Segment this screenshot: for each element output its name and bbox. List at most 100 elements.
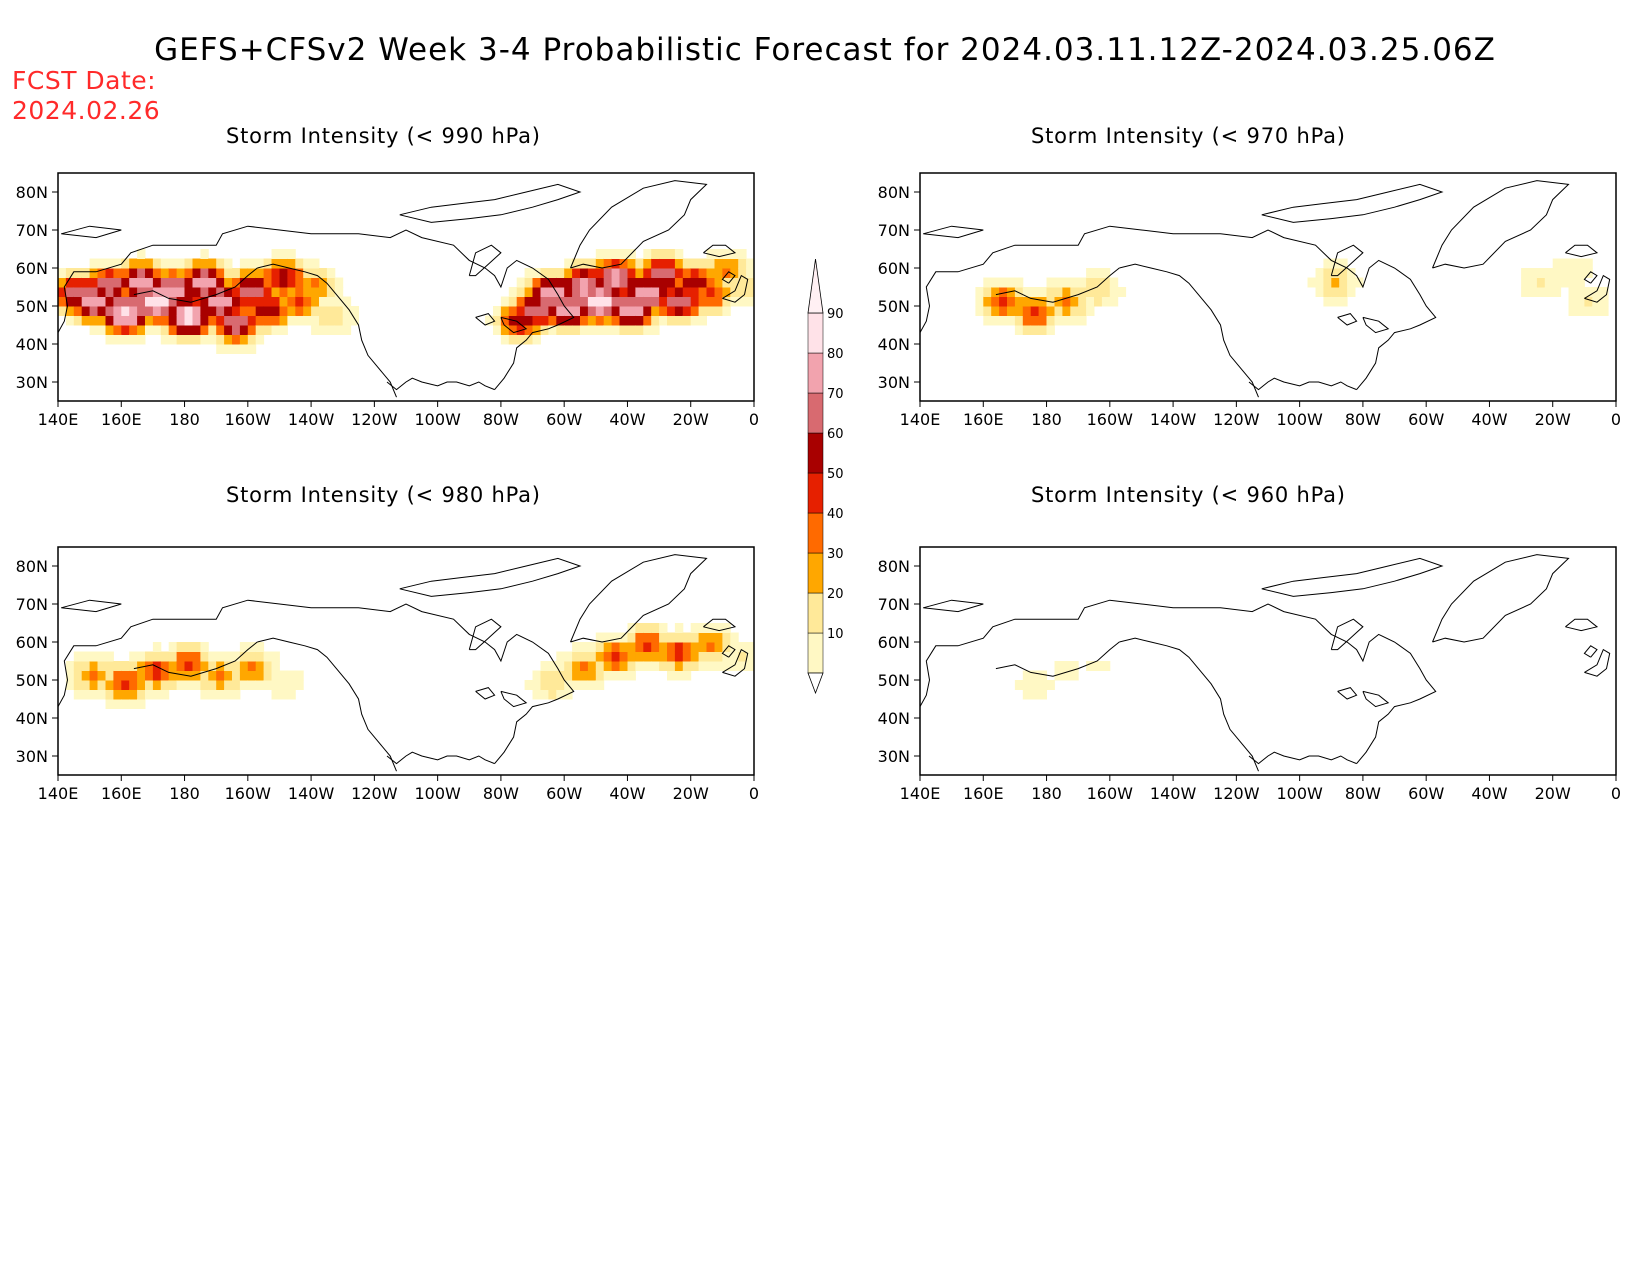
panel-title-960: Storm Intensity (< 960 hPa) xyxy=(1031,483,1346,507)
lon-tick-label: 80W xyxy=(483,410,519,429)
lon-tick-label: 180 xyxy=(169,410,200,429)
probability-shading xyxy=(65,623,754,709)
lon-tick-label: 120W xyxy=(1213,410,1260,429)
map-frame xyxy=(919,546,1617,776)
lon-tick-label: 140E xyxy=(38,410,79,429)
lon-tick-label: 80W xyxy=(1345,410,1381,429)
forecast-date-block: FCST Date: 2024.02.26 xyxy=(12,66,160,126)
lon-tick-label: 0 xyxy=(749,410,759,429)
lon-tick-label: 60W xyxy=(546,784,582,803)
coastlines xyxy=(920,180,1611,398)
lon-tick-label: 160W xyxy=(1087,410,1134,429)
lon-tick-label: 140W xyxy=(1150,410,1197,429)
fcst-date-label: FCST Date: xyxy=(12,66,157,95)
probability-shading xyxy=(975,258,1609,335)
lat-tick-label: 80N xyxy=(16,183,48,202)
coastlines xyxy=(58,180,749,398)
lon-tick-label: 160E xyxy=(963,784,1004,803)
panel-title-970: Storm Intensity (< 970 hPa) xyxy=(1031,124,1346,148)
lat-tick-label: 50N xyxy=(878,671,910,690)
colorbar-swatch xyxy=(807,352,824,394)
lat-tick-label: 70N xyxy=(878,221,910,240)
map-panel-p990: 80N 70N 60N 50N 40N 30N 140E 160E 180 160W 140W 120… xyxy=(16,172,759,429)
lat-tick-label: 50N xyxy=(878,297,910,316)
lon-tick-label: 60W xyxy=(1408,410,1444,429)
colorbar: 10 20 30 40 50 60 70 80 90 xyxy=(807,258,844,695)
colorbar-swatch xyxy=(807,392,824,434)
panel-title-980: Storm Intensity (< 980 hPa) xyxy=(226,483,541,507)
lon-tick-label: 120W xyxy=(351,784,398,803)
lon-tick-label: 160E xyxy=(963,410,1004,429)
map-frame xyxy=(57,172,755,402)
lon-tick-label: 0 xyxy=(1611,784,1621,803)
lon-tick-label: 180 xyxy=(1031,410,1062,429)
lon-tick-label: 40W xyxy=(609,784,645,803)
colorbar-level-label: 70 xyxy=(827,387,844,402)
lon-tick-label: 160W xyxy=(1087,784,1134,803)
lat-tick-label: 80N xyxy=(16,557,48,576)
lon-tick-label: 140W xyxy=(1150,784,1197,803)
lon-tick-label: 40W xyxy=(1471,410,1507,429)
lon-tick-label: 80W xyxy=(483,784,519,803)
lon-tick-label: 160W xyxy=(225,784,272,803)
lat-tick-label: 60N xyxy=(16,259,48,278)
lon-tick-label: 140W xyxy=(288,784,335,803)
coastlines xyxy=(920,554,1611,772)
fcst-date-value: 2024.02.26 xyxy=(12,96,161,125)
colorbar-level-label: 60 xyxy=(827,427,844,442)
lat-tick-label: 60N xyxy=(16,633,48,652)
colorbar-swatch xyxy=(807,472,824,514)
lat-tick-label: 30N xyxy=(16,373,48,392)
colorbar-swatch xyxy=(807,592,824,634)
lon-tick-label: 160E xyxy=(101,410,142,429)
lon-tick-label: 40W xyxy=(609,410,645,429)
lon-tick-label: 140E xyxy=(38,784,79,803)
panel-title-990: Storm Intensity (< 990 hPa) xyxy=(226,124,541,148)
lon-tick-label: 60W xyxy=(546,410,582,429)
colorbar-swatch xyxy=(807,512,824,554)
lat-tick-label: 30N xyxy=(878,747,910,766)
lat-tick-label: 60N xyxy=(878,633,910,652)
lat-tick-label: 80N xyxy=(878,557,910,576)
colorbar-level-label: 10 xyxy=(827,627,844,642)
colorbar-swatch xyxy=(807,432,824,474)
lon-tick-label: 20W xyxy=(1535,410,1571,429)
lat-tick-label: 30N xyxy=(878,373,910,392)
lat-tick-label: 50N xyxy=(16,297,48,316)
main-title: GEFS+CFSv2 Week 3-4 Probabilistic Foreca… xyxy=(154,32,1496,68)
map-panel-p970: 80N 70N 60N 50N 40N 30N 140E 160E 180 160W 140W 120… xyxy=(878,172,1621,429)
lat-tick-label: 40N xyxy=(16,709,48,728)
map-panel-p960: 80N 70N 60N 50N 40N 30N 140E 160E 180 160W 140W 120… xyxy=(878,546,1621,803)
colorbar-level-label: 80 xyxy=(827,347,844,362)
lon-tick-label: 100W xyxy=(1276,784,1323,803)
probability-shading xyxy=(58,249,754,354)
colorbar-level-label: 90 xyxy=(827,307,844,322)
colorbar-level-label: 20 xyxy=(827,587,844,602)
lon-tick-label: 20W xyxy=(1535,784,1571,803)
lat-tick-label: 40N xyxy=(878,335,910,354)
lon-tick-label: 100W xyxy=(414,784,461,803)
lat-tick-label: 70N xyxy=(878,595,910,614)
lat-tick-label: 30N xyxy=(16,747,48,766)
colorbar-swatch xyxy=(807,312,824,354)
lon-tick-label: 20W xyxy=(673,410,709,429)
lon-tick-label: 100W xyxy=(1276,410,1323,429)
colorbar-level-label: 30 xyxy=(827,547,844,562)
lon-tick-label: 0 xyxy=(749,784,759,803)
lat-tick-label: 40N xyxy=(878,709,910,728)
coastlines xyxy=(58,554,749,772)
colorbar-level-label: 40 xyxy=(827,507,844,522)
lat-tick-label: 70N xyxy=(16,221,48,240)
lat-tick-label: 60N xyxy=(878,259,910,278)
lon-tick-label: 180 xyxy=(1031,784,1062,803)
lon-tick-label: 0 xyxy=(1611,410,1621,429)
map-frame xyxy=(57,546,755,776)
lon-tick-label: 120W xyxy=(1213,784,1260,803)
lat-tick-label: 50N xyxy=(16,671,48,690)
lon-tick-label: 180 xyxy=(169,784,200,803)
lon-tick-label: 60W xyxy=(1408,784,1444,803)
map-panel-p980: 80N 70N 60N 50N 40N 30N 140E 160E 180 160W 140W 120… xyxy=(16,546,759,803)
lon-tick-label: 80W xyxy=(1345,784,1381,803)
lon-tick-label: 160W xyxy=(225,410,272,429)
